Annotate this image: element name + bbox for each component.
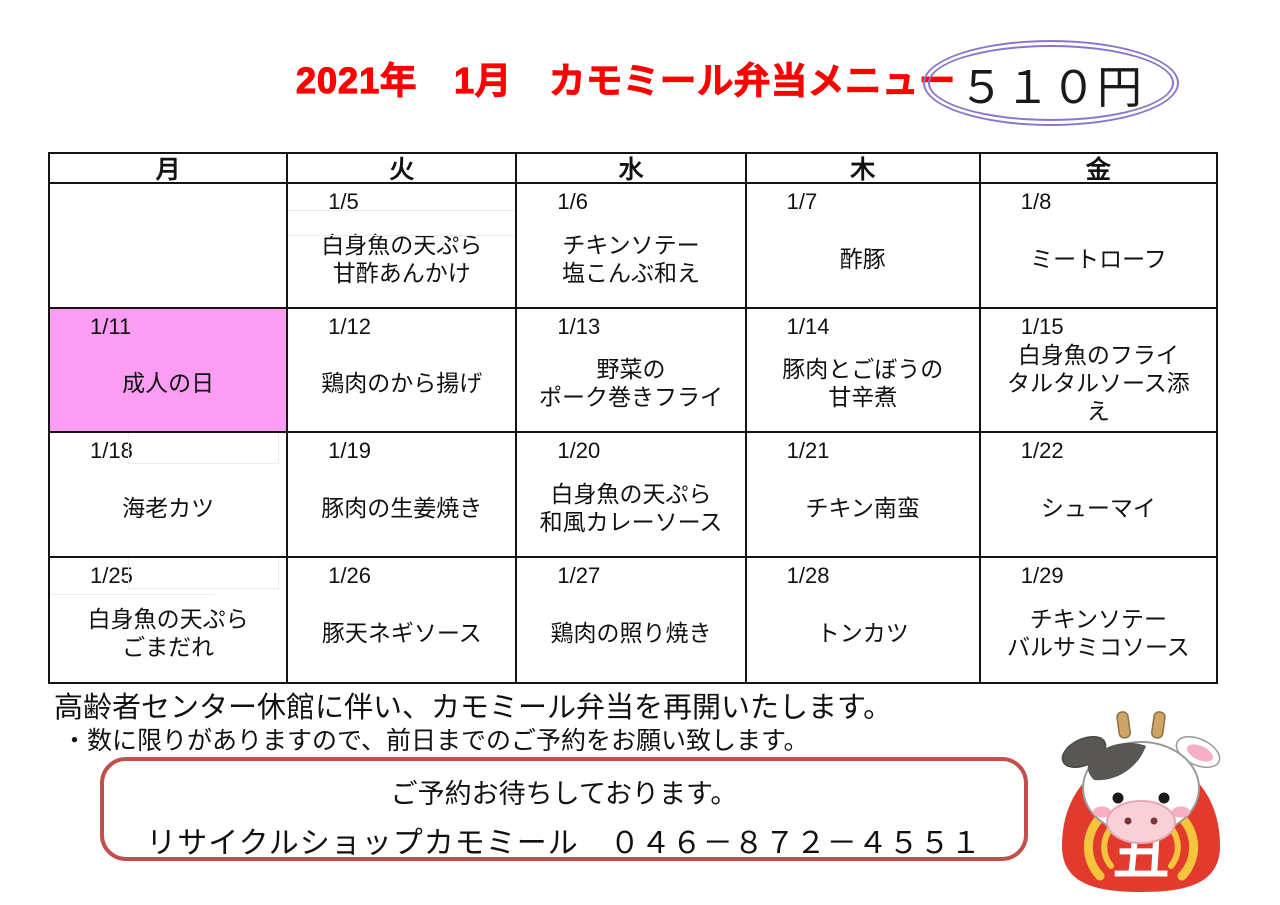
- nostril-right: [1150, 817, 1158, 825]
- cell-date: 1/13: [557, 313, 601, 339]
- horn-right: [1151, 711, 1166, 739]
- cell-date: 1/14: [786, 313, 830, 339]
- calendar-cell: 1/5 白身魚の天ぷら 甘酢あんかけ: [288, 184, 518, 309]
- price-text: ５１０円: [958, 61, 1143, 113]
- cell-date: 1/27: [557, 562, 601, 588]
- cell-menu: 鶏肉の照り焼き: [550, 620, 712, 647]
- cell-menu: 鶏肉のから揚げ: [321, 370, 483, 397]
- cell-menu: 豚肉の生姜焼き: [321, 494, 483, 521]
- calendar-cell: 1/7 酢豚: [746, 184, 981, 309]
- crescent-right-outer: [1177, 813, 1199, 881]
- cell-menu: 豚肉とごぼうの 甘辛煮: [782, 356, 944, 411]
- cell-date: 1/6: [557, 189, 588, 214]
- cell-date: 1/7: [786, 189, 818, 214]
- cell-date: 1/21: [786, 438, 830, 463]
- menu-calendar-table: 月 火 水 木 金 1/5 白身魚の天ぷら 甘酢あんかけ 1/6 チキンソテー …: [48, 152, 1218, 684]
- calendar-cell: 1/28 トンカツ: [747, 557, 981, 682]
- cell-menu: 成人の日: [122, 370, 215, 397]
- cell-menu: 野菜の ポーク巻きフライ: [539, 356, 723, 411]
- cell-menu: 白身魚の天ぷら 和風カレーソース: [539, 480, 723, 535]
- page-title: 2021年 1月 カモミール弁当メニュー: [295, 59, 957, 101]
- calendar-cell: 1/6 チキンソテー 塩こんぶ和え: [517, 184, 747, 309]
- nostril-left: [1124, 817, 1132, 825]
- weekday-header-thu: 木: [746, 154, 981, 184]
- reservation-contact-box: ご予約お待ちしております。 リサイクルショップカモミール ０４６－８７２－４５５…: [100, 757, 1028, 861]
- calendar-cell: 1/18 海老カツ: [50, 433, 289, 558]
- shop-name-and-phone: リサイクルショップカモミール ０４６－８７２－４５５１: [146, 827, 982, 860]
- cell-date: 1/28: [786, 562, 830, 588]
- calendar-cell-empty: [50, 184, 289, 309]
- reservation-message: ご予約お待ちしております。: [390, 779, 738, 809]
- cell-menu: チキンソテー バルサミコソース: [1006, 606, 1190, 661]
- weekday-header-fri: 金: [980, 154, 1216, 184]
- cell-menu: 白身魚の天ぷら ごまだれ: [87, 606, 249, 661]
- calendar-cell: 1/14 豚肉とごぼうの 甘辛煮: [746, 308, 981, 433]
- calendar-cell: 1/15 白身魚のフライ タルタルソース添 え: [980, 309, 1216, 433]
- cell-date: 1/25: [90, 562, 133, 588]
- calendar-cell: 1/20 白身魚の天ぷら 和風カレーソース: [517, 433, 747, 558]
- cell-date: 1/11: [90, 313, 132, 339]
- horn-left: [1116, 711, 1131, 739]
- cell-menu: ミートローフ: [1030, 245, 1167, 272]
- cell-menu: 豚天ネギソース: [321, 620, 482, 647]
- cell-menu: [50, 217, 286, 307]
- cell-menu: 白身魚のフライ タルタルソース添 え: [1006, 341, 1190, 424]
- eye-left: [1112, 792, 1124, 804]
- cell-date: 1/22: [1020, 438, 1064, 463]
- calendar-cell-holiday: 1/11 成人の日: [50, 308, 289, 433]
- calendar-cell: 1/22 シューマイ: [980, 433, 1216, 558]
- calendar-cell: 1/26 豚天ネギソース: [288, 557, 518, 682]
- crescent-left-inner: [1101, 825, 1114, 869]
- ear-right-inner: [1186, 744, 1214, 762]
- cell-menu: シューマイ: [1040, 494, 1156, 521]
- cheek-right: [1172, 806, 1190, 818]
- muzzle: [1106, 800, 1176, 844]
- cell-date: 1/18: [90, 438, 133, 463]
- eye-right: [1158, 792, 1170, 804]
- cell-date: [50, 184, 286, 217]
- cell-menu: 白身魚の天ぷら 甘酢あんかけ: [321, 231, 483, 286]
- calendar-cell: 1/19 豚肉の生姜焼き: [288, 433, 518, 558]
- calendar-cell: 1/25 白身魚の天ぷら ごまだれ: [50, 557, 289, 682]
- cheek-left: [1093, 806, 1111, 818]
- cell-menu: トンカツ: [816, 620, 909, 647]
- cell-menu: 海老カツ: [122, 494, 215, 521]
- calendar-cell: 1/29 チキンソテー バルサミコソース: [981, 558, 1216, 683]
- cell-menu: チキンソテー 塩こんぶ和え: [562, 231, 700, 286]
- weekday-header-mon: 月: [50, 154, 289, 184]
- weekday-header-tue: 火: [288, 154, 518, 184]
- price-badge-inner-ring: [928, 45, 1174, 121]
- crescent-right-inner: [1168, 825, 1181, 869]
- reservation-note-line: ・数に限りがありますので、前日までのご予約をお願い致します。: [62, 727, 809, 755]
- calendar-cell: 1/12 鶏肉のから揚げ: [288, 308, 518, 433]
- cell-date: 1/19: [328, 438, 371, 463]
- head-gray-patch: [1087, 742, 1146, 781]
- ox-daruma-illustration: 丑: [1061, 711, 1221, 892]
- weekday-header-wed: 水: [517, 154, 747, 184]
- announcement-line: 高齢者センター休館に伴い、カモミール弁当を再開いたします。: [54, 692, 893, 724]
- calendar-cell: 1/21 チキン南蛮: [746, 433, 981, 558]
- cell-date: 1/20: [557, 438, 601, 463]
- cell-date: 1/5: [328, 189, 359, 214]
- cell-date: 1/26: [328, 562, 371, 588]
- calendar-cell: 1/13 野菜の ポーク巻きフライ: [517, 308, 747, 433]
- calendar-cell: 1/27 鶏肉の照り焼き: [517, 557, 747, 682]
- price-badge: ５１０円: [923, 40, 1179, 126]
- cell-menu: チキン南蛮: [805, 494, 920, 521]
- cell-date: 1/12: [328, 313, 371, 339]
- cell-date: 1/15: [1020, 313, 1064, 339]
- cell-date: 1/29: [1020, 562, 1064, 588]
- crescent-left-outer: [1083, 813, 1105, 881]
- cell-menu: 酢豚: [839, 245, 886, 272]
- calendar-cell: 1/8 ミートローフ: [980, 184, 1216, 309]
- cell-date: 1/8: [1020, 189, 1052, 214]
